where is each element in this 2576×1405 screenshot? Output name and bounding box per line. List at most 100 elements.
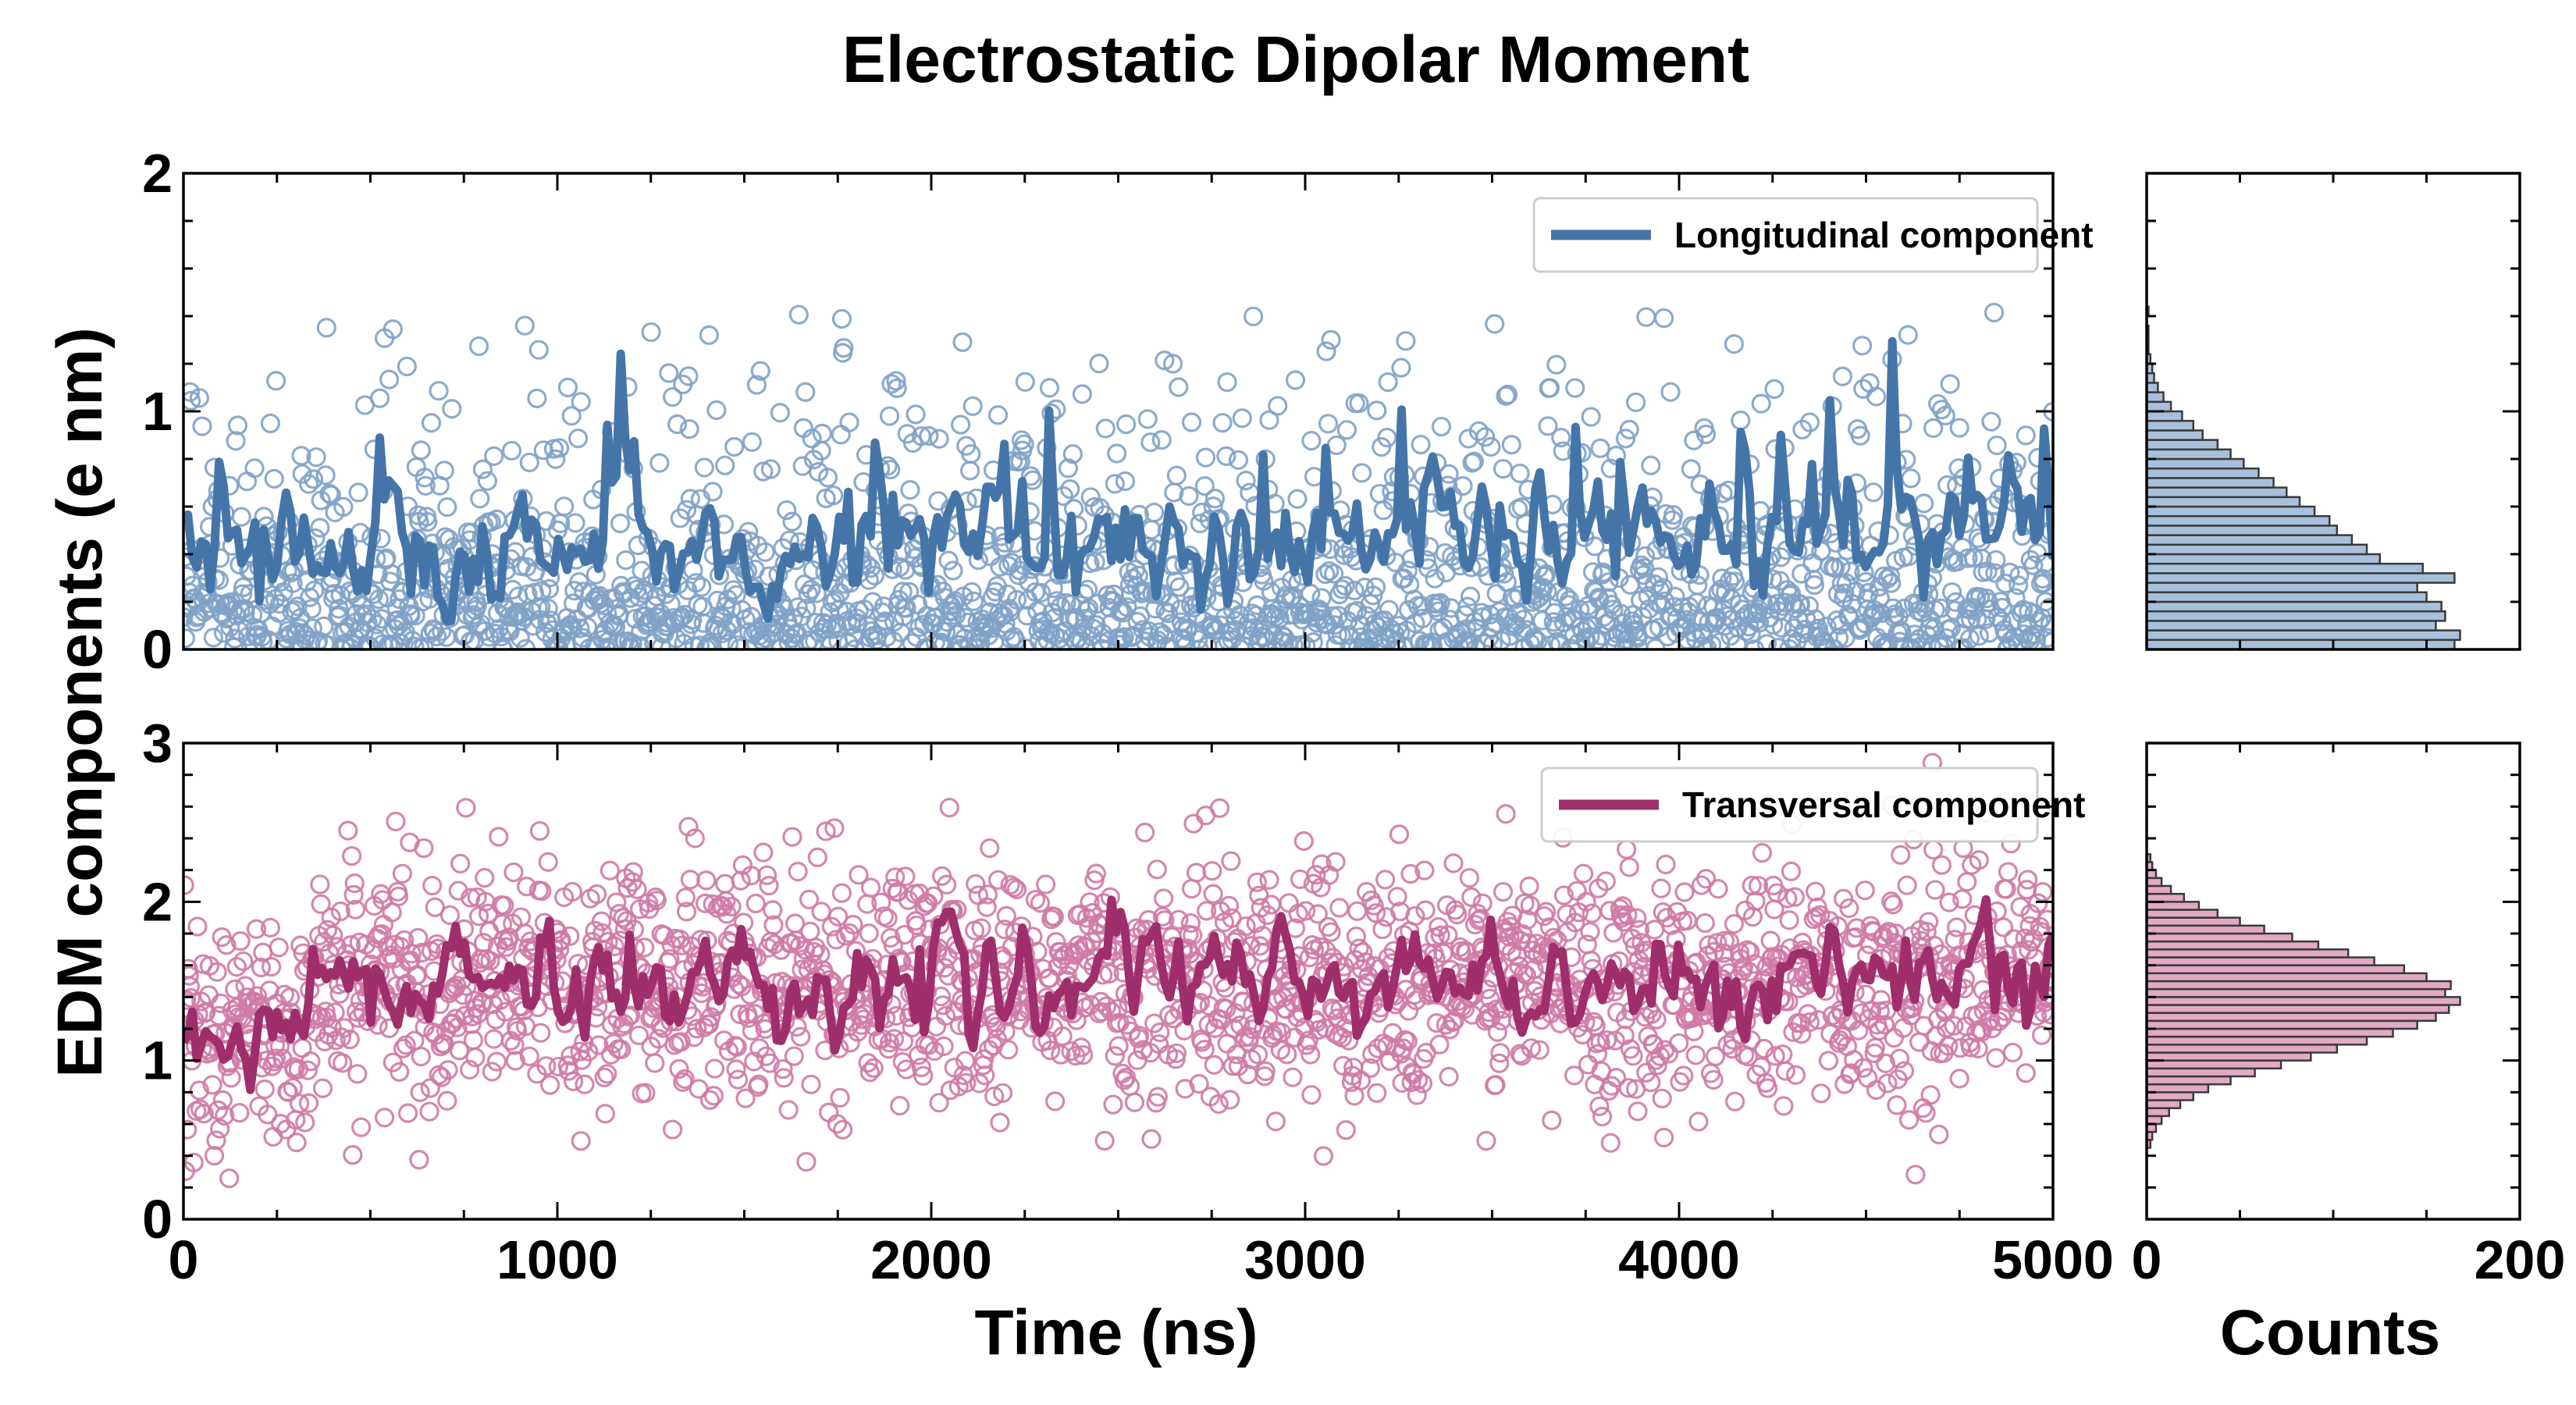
transversal-point: [774, 1068, 794, 1088]
transversal-point: [1596, 1030, 1617, 1051]
transversal-point: [2032, 1025, 2052, 1045]
longitudinal-point: [798, 584, 818, 604]
transversal-point: [1169, 909, 1189, 930]
longitudinal-point: [226, 431, 246, 451]
longitudinal-point: [727, 635, 747, 649]
longitudinal-point: [232, 584, 253, 604]
transversal-point: [286, 1133, 307, 1153]
longitudinal-point: [519, 452, 539, 473]
longitudinal-point: [817, 614, 837, 635]
transversal-point: [859, 1062, 881, 1083]
transversal-point: [390, 1062, 410, 1082]
longitudinal-point: [183, 606, 194, 628]
transversal-point: [827, 1114, 848, 1134]
longitudinal-hist-bar: [2145, 620, 2437, 631]
transversal-point: [1129, 1026, 1150, 1046]
transversal-point: [1253, 926, 1273, 946]
transversal-point: [956, 1072, 977, 1093]
longitudinal-point: [980, 546, 1001, 567]
transversal-point: [1368, 1038, 1388, 1058]
transversal-point: [1748, 876, 1769, 896]
transversal-point: [1725, 1091, 1745, 1112]
transversal-point: [1889, 1048, 1910, 1069]
transversal-point: [1406, 991, 1426, 1011]
transversal-point: [212, 1090, 233, 1110]
longitudinal-point: [1751, 393, 1771, 414]
transversal-point: [1222, 1056, 1243, 1076]
transversal-point: [883, 935, 903, 955]
longitudinal-point: [1984, 302, 2005, 323]
transversal-point: [1652, 1088, 1672, 1108]
longitudinal-point: [738, 521, 759, 542]
longitudinal-point: [1486, 584, 1507, 604]
transversal-point: [1350, 1070, 1372, 1090]
transversal-hist-bar: [2145, 1027, 2394, 1038]
longitudinal-point: [523, 616, 543, 636]
transversal-point: [1174, 1020, 1194, 1040]
transversal-point: [382, 902, 402, 923]
transversal-point: [1061, 1041, 1081, 1062]
longitudinal-point: [1546, 354, 1567, 375]
longitudinal-point: [814, 618, 834, 639]
longitudinal-point: [1852, 336, 1873, 356]
longitudinal-point: [906, 404, 926, 425]
longitudinal-point: [1206, 619, 1226, 639]
longitudinal-histogram: [2145, 172, 2521, 651]
transversal-point: [1155, 910, 1175, 930]
transversal-point: [594, 1067, 614, 1087]
transversal-point: [800, 921, 820, 941]
transversal-point: [438, 1060, 458, 1080]
transversal-point: [392, 863, 412, 884]
longitudinal-point: [607, 633, 628, 649]
transversal-point: [2037, 909, 2053, 930]
transversal-panel: 0 1 2 3 0 1000 2000 3000 4000 5000 Transversal com…: [142, 713, 2114, 1290]
longitudinal-point: [1653, 308, 1674, 329]
longitudinal-point: [1565, 378, 1585, 398]
transversal-point: [699, 1014, 719, 1034]
longitudinal-point: [1217, 372, 1237, 393]
transversal-point: [913, 1065, 934, 1086]
transversal-point: [984, 1086, 1005, 1107]
longitudinal-point: [1660, 382, 1681, 402]
transversal-point: [1127, 1050, 1147, 1070]
longitudinal-point: [1112, 629, 1133, 649]
longitudinal-point: [333, 496, 354, 518]
transversal-point: [727, 1037, 747, 1057]
transversal-point: [1765, 1046, 1785, 1066]
longitudinal-point: [382, 319, 403, 340]
longitudinal-point: [1232, 408, 1252, 429]
transversal-point: [923, 886, 944, 906]
longitudinal-point: [570, 618, 590, 638]
transversal-point: [351, 1117, 372, 1137]
transversal-point: [347, 1064, 368, 1084]
transversal-point: [208, 1100, 228, 1120]
longitudinal-point: [1015, 372, 1035, 392]
longitudinal-point: [1365, 577, 1386, 597]
transversal-point: [1341, 1072, 1362, 1093]
transversal-point: [410, 1082, 430, 1102]
longitudinal-point: [568, 429, 589, 449]
transversal-point: [671, 935, 692, 955]
transversal-point: [1438, 925, 1458, 945]
transversal-point: [811, 902, 831, 922]
transversal-point: [225, 979, 245, 999]
transversal-point: [987, 870, 1009, 890]
longitudinal-point: [1804, 574, 1825, 596]
transversal-point: [1628, 1101, 1648, 1122]
transversal-point: [635, 1083, 656, 1103]
transversal-point: [1052, 1026, 1073, 1047]
transversal-point: [833, 1119, 853, 1140]
longitudinal-point: [770, 403, 790, 423]
longitudinal-point: [571, 392, 591, 412]
longitudinal-point: [1367, 400, 1387, 421]
longitudinal-point: [1850, 425, 1870, 446]
transversal-point: [1480, 988, 1500, 1008]
transversal-point: [1619, 857, 1639, 877]
longitudinal-point: [1635, 546, 1656, 566]
longitudinal-hist-bar: [2145, 562, 2424, 574]
transversal-point: [1777, 888, 1798, 909]
transversal-point: [627, 879, 647, 899]
longitudinal-point: [1115, 471, 1136, 492]
longitudinal-point: [1663, 505, 1684, 525]
longitudinal-point: [1920, 610, 1941, 630]
